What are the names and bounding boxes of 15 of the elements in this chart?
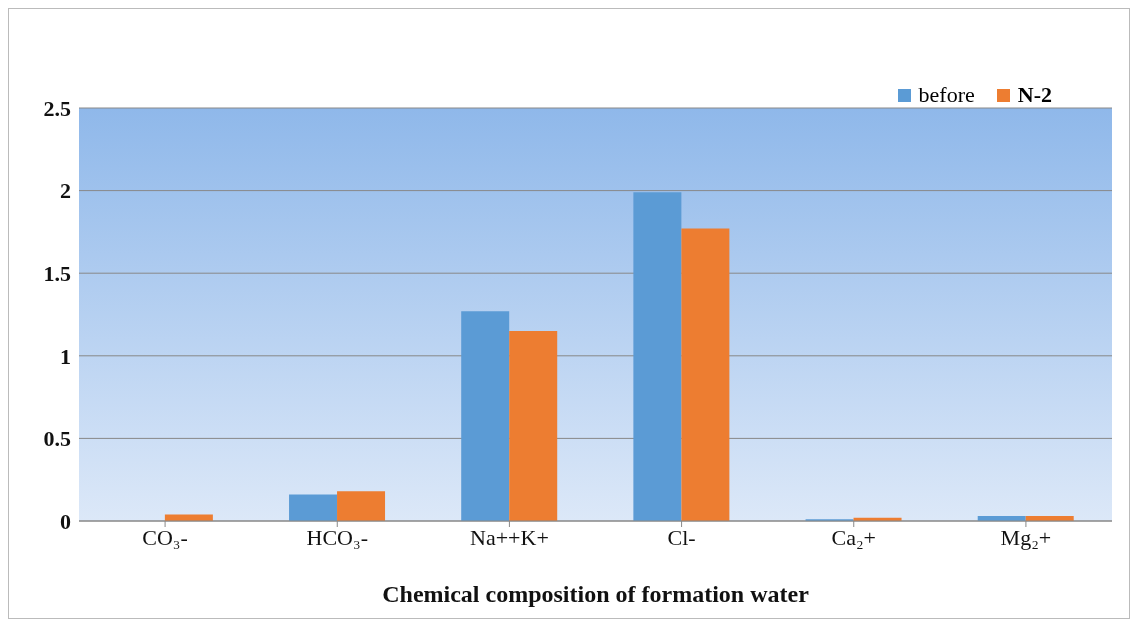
x-axis-title: Chemical composition of formation water [382, 581, 810, 607]
legend-label: N-2 [1016, 82, 1052, 108]
x-tick-label: Na++K+ [470, 524, 549, 550]
legend-label: before [917, 82, 975, 108]
y-tick-label: 1.5 [43, 261, 71, 287]
x-tick-label: Mg₂+ [1000, 524, 1052, 550]
x-tick-label: HCO₃- [306, 524, 368, 550]
x-tick-label: Cl- [667, 524, 696, 550]
x-tick-label: Ca₂+ [831, 524, 877, 550]
y-tick-label: 0 [60, 508, 71, 534]
y-tick-label: 0.5 [43, 426, 71, 452]
y-tick-label: 2 [60, 178, 71, 204]
y-tick-label: 1 [60, 343, 71, 369]
x-tick-label: CO₃- [142, 524, 188, 550]
y-tick-label: 2.5 [43, 95, 71, 121]
